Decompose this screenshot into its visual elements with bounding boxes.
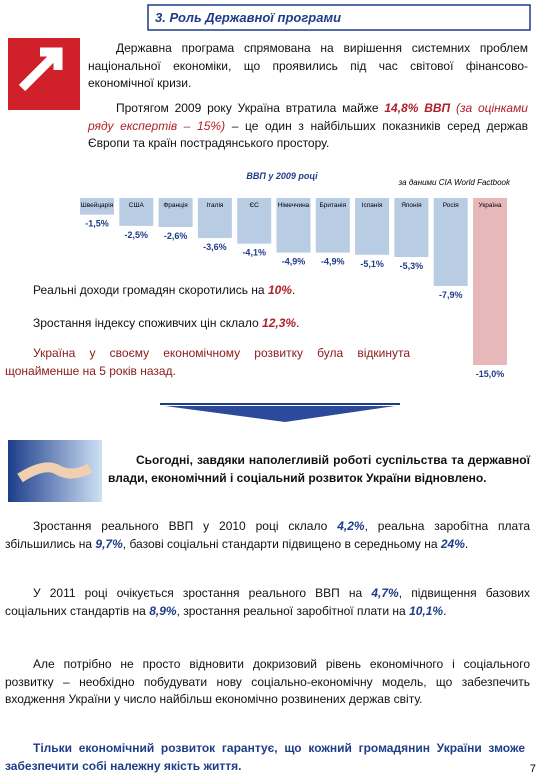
category-label: США (129, 202, 145, 209)
category-label: Японія (401, 201, 422, 209)
category-label: Іспанія (362, 201, 383, 209)
value-label: -3,6% (203, 242, 227, 252)
bar (355, 198, 390, 255)
chart-title: ВВП у 2009 році (246, 171, 318, 181)
bar (473, 198, 507, 365)
paragraph: Україна у своєму економічному розвитку б… (5, 345, 410, 380)
paragraph: Тільки економічний розвиток гарантує, що… (5, 740, 525, 775)
text: Але потрібно не просто відновити докризо… (5, 657, 530, 706)
highlight: 9,7% (95, 536, 123, 551)
paragraph: Реальні доходи громадян скоротились на 1… (5, 282, 405, 300)
bar (315, 198, 350, 253)
category-label: Британія (320, 201, 347, 209)
value-label: -5,1% (360, 259, 384, 269)
handshake-hands (17, 462, 93, 483)
text: . (291, 283, 296, 297)
text: Україна у своєму економічному розвитку б… (5, 346, 410, 378)
highlight: 24% (440, 536, 465, 551)
text: . (296, 316, 300, 330)
bar (197, 198, 232, 239)
text: , підвищення базових соціальних стандарт… (5, 586, 530, 618)
paragraph: Сьогодні, завдяки наполегливій роботі су… (108, 452, 530, 487)
value-label: -7,9% (439, 290, 463, 300)
value-label: -4,9% (282, 257, 306, 267)
header-title: 3. Роль Державної програми (155, 10, 341, 25)
paragraph: Зростання індексу споживчих цін склало 1… (5, 315, 405, 333)
bar (80, 198, 114, 215)
bar (276, 198, 311, 253)
chart-source: за даними CIA World Factbook (398, 178, 511, 187)
highlight: 8,9% (149, 603, 177, 618)
page-number: 7 (530, 763, 536, 775)
highlight: 14,8% ВВП (384, 101, 451, 115)
category-label: Італія (206, 201, 224, 209)
value-label: -2,5% (125, 230, 149, 240)
text: Зростання реального ВВП у 2010 році скла… (33, 519, 338, 533)
text: Протягом 2009 року Україна втратила майж… (116, 101, 385, 115)
highlight: 4,2% (337, 519, 365, 533)
text: У 2011 році очікується зростання реально… (33, 586, 372, 600)
value-label: -1,5% (85, 219, 109, 229)
paragraph: Але потрібно не просто відновити докризо… (5, 656, 530, 709)
text: , зростання реальної заробітної плати на (176, 603, 410, 618)
value-label: -4,9% (321, 257, 345, 267)
divider-arrow (165, 406, 395, 422)
value-label: -2,6% (164, 231, 188, 241)
value-label: -4,1% (242, 248, 266, 258)
value-label: -15,0% (476, 369, 505, 379)
text: Державна програма спрямована на вирішенн… (88, 41, 528, 90)
category-label: Франція (163, 201, 188, 209)
bar (237, 198, 272, 244)
paragraph: У 2011 році очікується зростання реально… (5, 585, 530, 620)
text: . (464, 536, 469, 551)
category-label: ЄС (250, 202, 260, 209)
paragraph: Державна програма спрямована на вирішенн… (88, 40, 528, 93)
text: Зростання індексу споживчих цін склало (33, 316, 263, 330)
bar (119, 198, 154, 226)
bar (158, 198, 193, 227)
text: Сьогодні, завдяки наполегливій роботі су… (108, 453, 530, 485)
icon-arrow (18, 47, 63, 92)
highlight: 10% (267, 283, 292, 297)
category-label: Німеччина (278, 201, 310, 209)
text: , реальна заробітна плата збільшились на (5, 519, 531, 551)
paragraph: Зростання реального ВВП у 2010 році скла… (5, 518, 530, 553)
category-label: Росія (443, 201, 459, 209)
highlight: (за оцінками ряду експертів – 15%) (88, 101, 528, 133)
header-box (147, 4, 531, 31)
text: Реальні доходи громадян скоротились на (33, 283, 268, 297)
bar (394, 198, 429, 258)
highlight: 10,1% (409, 603, 444, 618)
text: , базові соціальні стандарти підвищено в… (122, 536, 441, 551)
text: . (443, 603, 447, 618)
highlight: 4,7% (371, 586, 399, 600)
value-label: -5,3% (400, 261, 424, 271)
category-label: Україна (479, 202, 502, 209)
text: – це один з найбільших показників серед … (88, 118, 529, 151)
paragraph: Протягом 2009 року Україна втратила майж… (88, 100, 528, 153)
text: Тільки економічний розвиток гарантує, що… (5, 741, 525, 773)
bar (433, 198, 468, 286)
category-label: Швейцарія (81, 201, 114, 209)
highlight: 12,3% (262, 316, 297, 330)
